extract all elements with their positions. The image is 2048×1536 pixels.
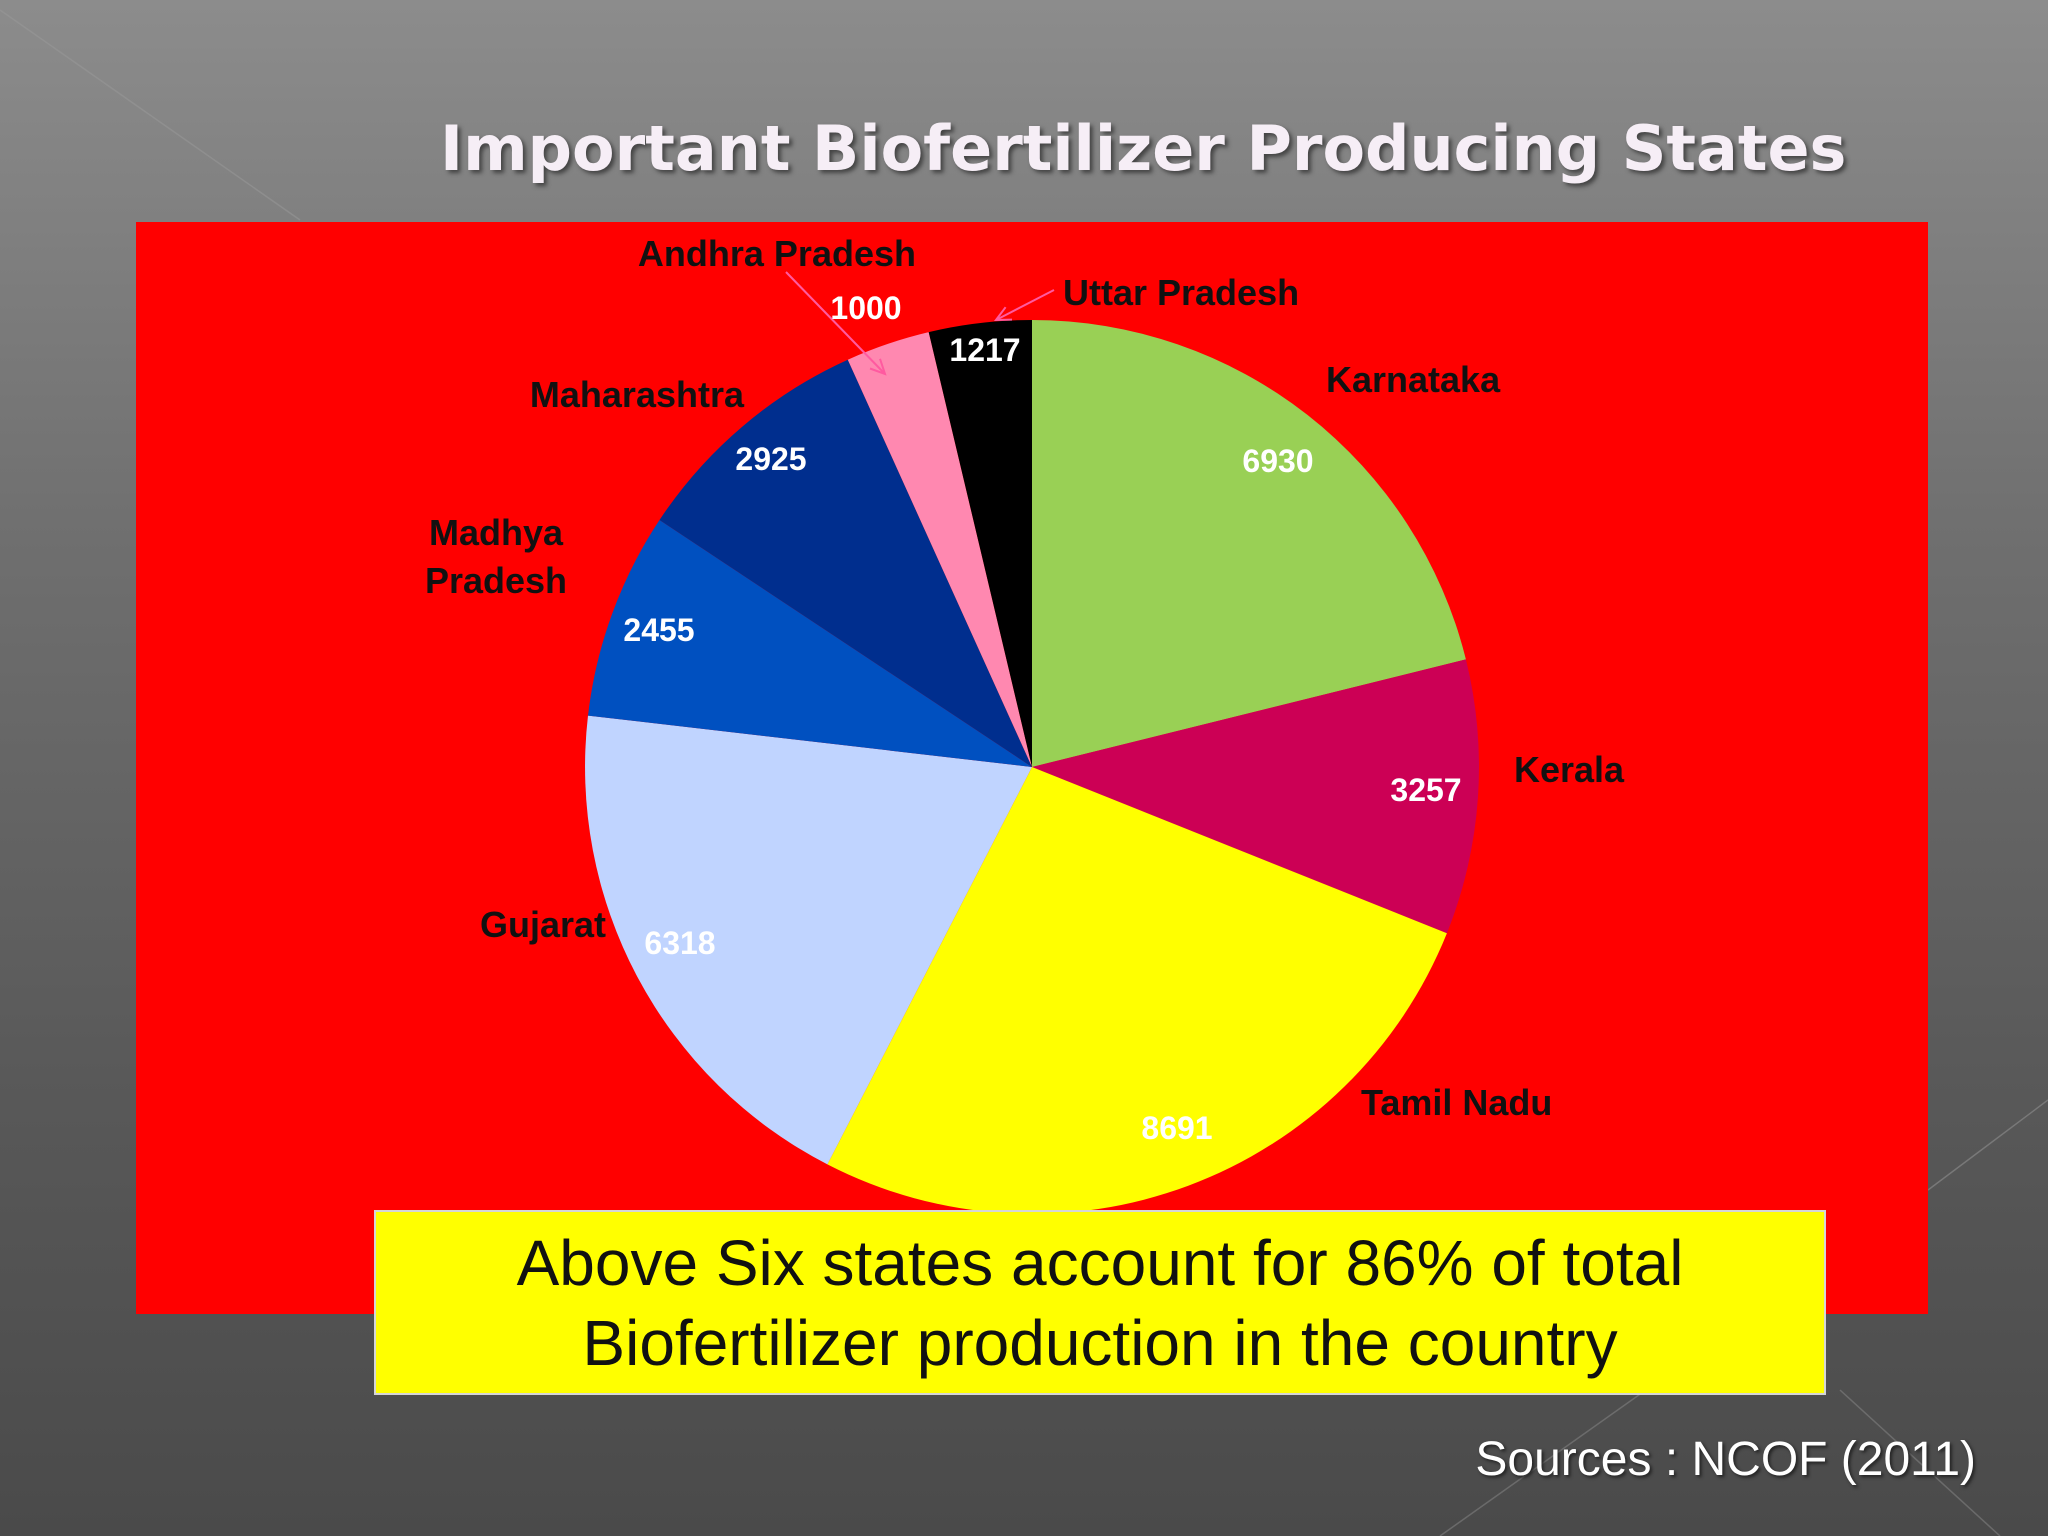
pie-slice-maharashtra bbox=[659, 359, 1032, 767]
leader-line-uttar-pradesh bbox=[995, 289, 1055, 321]
pie-slice-kerala bbox=[1032, 659, 1480, 934]
summary-note: Above Six states account for 86% of tota… bbox=[374, 1210, 1826, 1395]
leader-line-andhra-pradesh bbox=[785, 271, 886, 375]
slice-label-maharashtra: Maharashtra bbox=[530, 374, 745, 415]
pie-slice-tamil-nadu bbox=[827, 767, 1447, 1214]
slice-value-uttar-pradesh: 1217 bbox=[949, 332, 1020, 368]
chart-panel: Karnataka Kerala Tamil Nadu Gujarat Madhya Pr… bbox=[136, 222, 1928, 1314]
summary-note-line-2: Biofertilizer production in the country bbox=[582, 1306, 1618, 1379]
slice-value-maharashtra: 2925 bbox=[735, 441, 806, 477]
pie-slice-uttar-pradesh bbox=[928, 320, 1032, 767]
slice-value-gujarat: 6318 bbox=[644, 925, 715, 961]
pie-slice-madhya-pradesh bbox=[588, 520, 1032, 767]
slice-label-andhra-pradesh: Andhra Pradesh bbox=[638, 233, 916, 274]
slice-value-karnataka: 6930 bbox=[1242, 443, 1313, 479]
slide-title: Important Biofertilizer Producing States bbox=[440, 112, 1847, 185]
source-citation: Sources : NCOF (2011) bbox=[1475, 1433, 1976, 1486]
slice-label-karnataka: Karnataka bbox=[1326, 359, 1501, 400]
slice-label-kerala: Kerala bbox=[1514, 749, 1625, 790]
slice-label-gujarat: Gujarat bbox=[480, 904, 606, 945]
pie-slice-karnataka bbox=[1032, 320, 1466, 767]
slice-value-madhya-pradesh: 2455 bbox=[623, 612, 694, 648]
leader-line-uttar-pradesh-arrowhead bbox=[993, 306, 1013, 322]
slice-label-tamil-nadu: Tamil Nadu bbox=[1361, 1082, 1552, 1123]
pie-chart: Karnataka Kerala Tamil Nadu Gujarat Madhya Pr… bbox=[425, 233, 1625, 1214]
slice-label-madhya-pradesh: Madhya Pradesh bbox=[425, 512, 567, 601]
slice-label-uttar-pradesh: Uttar Pradesh bbox=[1063, 272, 1299, 313]
pie-slice-andhra-pradesh bbox=[847, 332, 1032, 767]
leader-line-andhra-pradesh-arrowhead bbox=[869, 358, 887, 376]
slice-value-kerala: 3257 bbox=[1390, 772, 1461, 808]
slice-value-andhra-pradesh: 1000 bbox=[830, 290, 901, 326]
pie-slice-gujarat bbox=[585, 715, 1032, 1165]
slice-value-tamil-nadu: 8691 bbox=[1141, 1110, 1212, 1146]
summary-note-line-1: Above Six states account for 86% of tota… bbox=[516, 1226, 1684, 1299]
